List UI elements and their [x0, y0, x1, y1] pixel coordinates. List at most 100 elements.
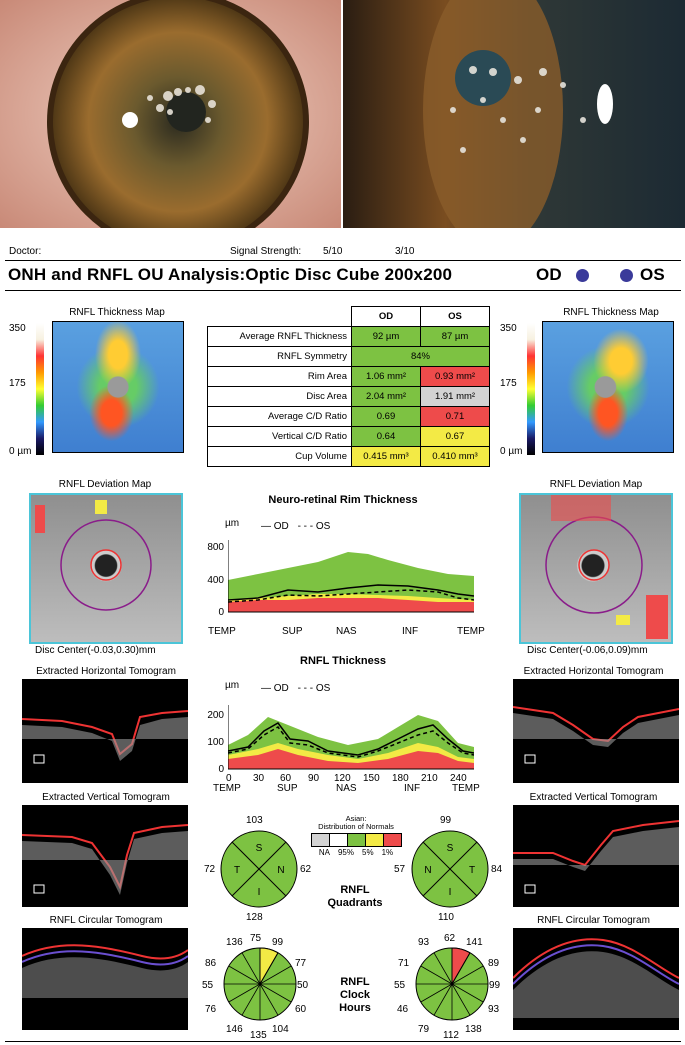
od-clock-value: 60	[295, 1004, 307, 1015]
od-scale-bottom: 0 µm	[9, 446, 32, 457]
rnfl-xlabel-temp-end: TEMP	[452, 783, 480, 794]
os-clock-spokes	[416, 948, 488, 1020]
os-clock-value: 62	[444, 933, 456, 944]
table-row: Average RNFL Thickness 92 µm 87 µm	[207, 326, 490, 347]
rnfl-xtick-180: 180	[392, 773, 409, 784]
rnfl-xlabel-sup: SUP	[277, 783, 298, 794]
rnfl-ytick-200: 200	[207, 710, 224, 721]
header-rule-top	[5, 260, 681, 261]
os-clock-value: 99	[489, 980, 501, 991]
rnfl-xtick-120: 120	[334, 773, 351, 784]
cell-os: 0.410 mm³	[420, 446, 490, 467]
rim-xtick-temp-end: TEMP	[457, 626, 485, 637]
os-clock-hours-chart	[415, 947, 489, 1021]
header-rule-bottom	[5, 290, 681, 291]
os-disc-center: Disc Center(-0.06,0.09)mm	[527, 645, 648, 656]
od-clock-spokes	[224, 948, 296, 1020]
os-clock-value: 138	[465, 1024, 482, 1035]
os-clock-value: 71	[398, 958, 410, 969]
os-clock-value: 93	[418, 937, 430, 948]
rnfl-xtick-210: 210	[421, 773, 438, 784]
cell-os: 0.71	[420, 406, 490, 427]
od-horizontal-tomogram	[22, 679, 188, 783]
os-clock-value: 89	[488, 958, 500, 969]
table-row: Disc Area 2.04 mm² 1.91 mm²	[207, 386, 490, 407]
os-scale-top: 350	[500, 323, 517, 334]
legend-swatch-95	[347, 833, 366, 847]
cell-both: 84%	[351, 346, 490, 367]
rim-ytick-800: 800	[207, 542, 224, 553]
cell-od: 0.415 mm³	[351, 446, 421, 467]
normals-legend: Asian: Distribution of Normals NA 95% 5%…	[308, 815, 404, 857]
signal-strength-label: Signal Strength:	[230, 246, 302, 257]
rim-legend: — OD - - - OS	[261, 521, 330, 532]
od-clock-value: 76	[205, 1004, 217, 1015]
od-quadrant-divider	[231, 841, 287, 897]
legend-line2: Distribution of Normals	[318, 822, 394, 831]
od-circular-tomogram	[22, 928, 188, 1030]
rnfl-xtick-150: 150	[363, 773, 380, 784]
os-quad-letter-i: I	[449, 887, 452, 898]
table-row: Vertical C/D Ratio 0.64 0.67	[207, 426, 490, 447]
rnfl-legend-od-line: —	[261, 683, 271, 694]
od-clock-value: 55	[202, 980, 214, 991]
od-quad-left: 72	[204, 864, 216, 875]
rnfl-xlabel-nas: NAS	[336, 783, 357, 794]
cell-od: 92 µm	[351, 326, 421, 347]
legend-swatch-na	[310, 833, 330, 847]
os-quad-bottom: 110	[438, 912, 454, 923]
od-eye-icon	[576, 269, 589, 282]
os-clock-value: 79	[418, 1024, 430, 1035]
od-clock-value: 50	[297, 980, 309, 991]
od-quad-letter-n: N	[277, 865, 284, 876]
os-clock-value: 93	[488, 1004, 500, 1015]
rim-legend-od-line: —	[261, 521, 271, 532]
rim-os-line	[228, 589, 474, 603]
col-header-od: OD	[351, 306, 421, 327]
od-label: OD	[536, 265, 562, 284]
od-clock-value: 77	[295, 958, 307, 969]
col-header-os: OS	[420, 306, 490, 327]
os-quad-right: 84	[491, 864, 503, 875]
legend-label-95: 95%	[337, 848, 354, 857]
table-corner	[207, 306, 352, 327]
legend-swatch-white	[329, 833, 348, 847]
os-thickness-map	[542, 321, 674, 453]
legend-labels: NA 95% 5% 1%	[308, 849, 404, 857]
od-clock-value: 146	[226, 1024, 243, 1035]
od-vertical-tomogram-title: Extracted Vertical Tomogram	[42, 792, 170, 803]
od-circular-tomogram-title: RNFL Circular Tomogram	[49, 915, 163, 926]
rim-ytick-0: 0	[218, 607, 224, 618]
table-row: Average C/D Ratio 0.69 0.71	[207, 406, 490, 427]
rnfl-legend: — OD - - - OS	[261, 683, 330, 694]
os-eye-icon	[620, 269, 633, 282]
quadrants-label-line2: Quadrants	[327, 897, 383, 909]
os-scale-bottom: 0 µm	[500, 446, 523, 457]
signal-strength-od: 5/10	[323, 246, 343, 257]
quadrants-label: RNFL Quadrants	[320, 884, 390, 910]
os-deviation-map-title: RNFL Deviation Map	[549, 479, 643, 490]
os-quad-letter-t: T	[469, 865, 475, 876]
rim-xtick-nas: NAS	[336, 626, 357, 637]
os-circular-tomogram	[513, 928, 679, 1030]
cell-os: 0.67	[420, 426, 490, 447]
rnfl-ytick-0: 0	[218, 764, 224, 775]
cell-od: 0.69	[351, 406, 421, 427]
rnfl-os-line	[228, 726, 474, 758]
od-quad-top: 103	[246, 815, 263, 826]
row-label: Average C/D Ratio	[207, 406, 352, 427]
rnfl-chart	[228, 705, 474, 770]
od-quad-letter-t: T	[234, 865, 240, 876]
os-quad-top: 99	[440, 815, 452, 826]
clock-label-line1: RNFL	[340, 976, 370, 988]
od-scale-mid: 175	[9, 378, 26, 389]
clock-hours-label: RNFL Clock Hours	[325, 976, 385, 1015]
cell-os: 87 µm	[420, 326, 490, 347]
od-deviation-map-title: RNFL Deviation Map	[58, 479, 152, 490]
os-circular-tomogram-title: RNFL Circular Tomogram	[537, 915, 650, 926]
row-label: RNFL Symmetry	[207, 346, 352, 367]
rnfl-legend-os: OS	[315, 683, 331, 694]
clock-label-line3: Hours	[339, 1002, 371, 1014]
os-slit-lamp-photo	[343, 0, 685, 228]
od-quad-right: 62	[300, 864, 312, 875]
